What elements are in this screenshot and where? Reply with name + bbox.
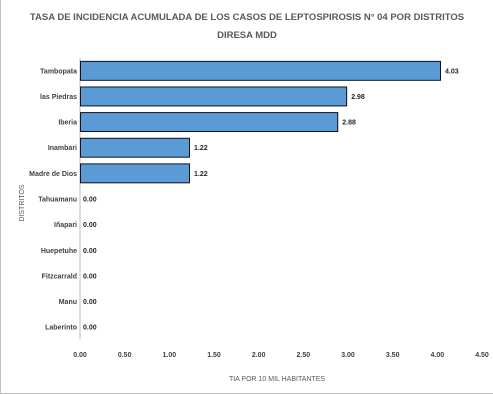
category-label-4: Madre de Dios [29,171,77,178]
category-label-9: Manu [59,299,77,306]
category-label-5: Tahuamanu [38,197,77,204]
bar-3 [80,137,190,158]
x-tick-label-9: 4.50 [475,352,489,359]
x-tick-label-6: 3.00 [341,352,355,359]
value-label-0: 4.03 [445,68,459,75]
x-axis-label: TIA POR 10 MIL HABITANTES [229,376,325,383]
x-tick-label-7: 3.50 [386,352,400,359]
value-label-9: 0.00 [83,299,97,306]
chart-title: TASA DE INCIDENCIA ACUMULADA DE LOS CASO… [30,12,464,23]
category-label-2: Iberia [58,120,77,127]
category-label-6: Iñapari [54,222,77,229]
value-label-4: 1.22 [194,171,208,178]
value-label-3: 1.22 [194,145,208,152]
x-tick-label-2: 1.00 [163,352,177,359]
y-axis-label: DISTRITOS [19,184,26,222]
category-label-10: Laberinto [45,325,77,332]
x-tick-label-1: 0.50 [118,352,132,359]
x-tick-label-0: 0.00 [73,352,87,359]
chart-subtitle: DIRESA MDD [217,30,277,41]
value-label-2: 2.88 [342,120,356,127]
value-label-1: 2.98 [351,94,365,101]
value-label-6: 0.00 [83,222,97,229]
x-tick-label-4: 2.00 [252,352,266,359]
category-label-3: Inambari [48,145,77,152]
category-label-7: Huepetuhe [41,248,77,255]
bar-0 [80,60,441,81]
category-label-1: las Piedras [40,94,77,101]
value-label-10: 0.00 [83,325,97,332]
category-label-8: Fitzcarrald [42,273,77,280]
x-tick-label-8: 4.00 [431,352,445,359]
bar-1 [80,86,348,107]
x-tick-label-3: 1.50 [207,352,221,359]
bar-4 [80,163,190,184]
category-label-0: Tambopata [40,68,77,75]
value-label-8: 0.00 [83,273,97,280]
value-label-7: 0.00 [83,248,97,255]
x-tick-label-5: 2.50 [297,352,311,359]
value-label-5: 0.00 [83,197,97,204]
bar-2 [80,112,339,133]
